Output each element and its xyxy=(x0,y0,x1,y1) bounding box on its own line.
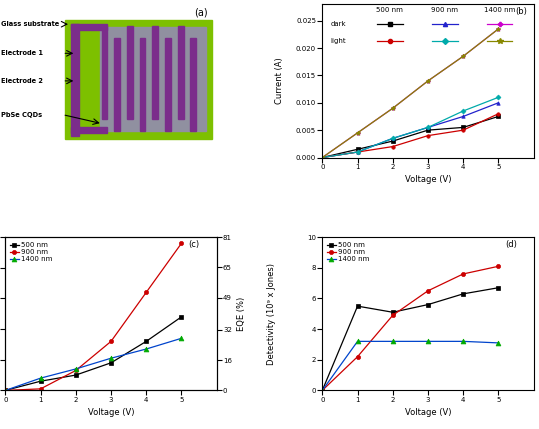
Line: 1400 nm: 1400 nm xyxy=(3,336,184,393)
1400 nm xyxy=(37,375,44,381)
Bar xyxy=(65,20,212,139)
500 nm xyxy=(108,360,114,366)
500 nm xyxy=(2,388,9,393)
Text: (b): (b) xyxy=(515,7,527,16)
500 nm xyxy=(390,310,396,315)
1400 nm xyxy=(319,388,326,393)
Y-axis label: EQE (%): EQE (%) xyxy=(238,297,246,331)
Line: 900 nm: 900 nm xyxy=(3,241,184,393)
500 nm xyxy=(425,302,431,307)
1400 nm xyxy=(178,336,185,341)
900 nm xyxy=(460,272,466,277)
Text: Glass substrate: Glass substrate xyxy=(1,21,59,27)
500 nm xyxy=(37,379,44,384)
Text: 1400 nm: 1400 nm xyxy=(484,7,515,13)
500 nm xyxy=(178,314,185,320)
Y-axis label: Detectivity (10⁹ x Jones): Detectivity (10⁹ x Jones) xyxy=(267,263,276,365)
X-axis label: Voltage (V): Voltage (V) xyxy=(405,175,451,184)
Text: (c): (c) xyxy=(189,240,200,249)
Line: 500 nm: 500 nm xyxy=(3,315,184,393)
1400 nm xyxy=(460,339,466,344)
500 nm xyxy=(460,291,466,296)
Text: light: light xyxy=(331,38,347,44)
900 nm xyxy=(495,264,502,269)
900 nm xyxy=(390,313,396,318)
900 nm xyxy=(37,386,44,391)
1400 nm xyxy=(390,339,396,344)
Line: 500 nm: 500 nm xyxy=(320,286,501,393)
1400 nm xyxy=(2,388,9,393)
X-axis label: Voltage (V): Voltage (V) xyxy=(88,408,134,417)
Legend: 500 nm, 900 nm, 1400 nm: 500 nm, 900 nm, 1400 nm xyxy=(326,241,370,263)
Y-axis label: Current (A): Current (A) xyxy=(275,57,284,104)
Line: 900 nm: 900 nm xyxy=(320,264,501,393)
900 nm xyxy=(425,288,431,293)
Text: 500 nm: 500 nm xyxy=(377,7,403,13)
Text: Electrode 2: Electrode 2 xyxy=(1,78,43,84)
Line: 1400 nm: 1400 nm xyxy=(320,339,501,393)
1400 nm xyxy=(108,356,114,361)
X-axis label: Voltage (V): Voltage (V) xyxy=(405,408,451,417)
500 nm xyxy=(495,285,502,290)
Bar xyxy=(165,38,171,131)
Bar xyxy=(190,38,196,131)
Text: (d): (d) xyxy=(505,240,517,249)
500 nm xyxy=(319,388,326,393)
500 nm xyxy=(143,339,149,344)
900 nm xyxy=(73,368,79,373)
Bar xyxy=(140,38,146,131)
900 nm xyxy=(319,388,326,393)
Bar xyxy=(114,38,120,131)
900 nm xyxy=(108,339,114,344)
900 nm xyxy=(2,388,9,393)
Text: PbSe CQDs: PbSe CQDs xyxy=(1,112,42,118)
1400 nm xyxy=(425,339,431,344)
Text: (a): (a) xyxy=(195,7,208,17)
Text: 900 nm: 900 nm xyxy=(431,7,458,13)
Bar xyxy=(71,24,79,136)
1400 nm xyxy=(73,366,79,372)
Bar xyxy=(101,26,107,119)
900 nm xyxy=(178,241,185,246)
1400 nm xyxy=(495,340,502,345)
Bar xyxy=(152,26,158,119)
900 nm xyxy=(354,354,361,359)
Bar xyxy=(71,24,107,30)
900 nm xyxy=(143,290,149,295)
Bar xyxy=(71,127,107,133)
Legend: 500 nm, 900 nm, 1400 nm: 500 nm, 900 nm, 1400 nm xyxy=(9,241,53,263)
Text: Electrode 1: Electrode 1 xyxy=(1,50,43,56)
Bar xyxy=(177,26,183,119)
Bar xyxy=(100,27,206,131)
1400 nm xyxy=(143,347,149,352)
Bar xyxy=(127,26,133,119)
500 nm xyxy=(73,372,79,378)
1400 nm xyxy=(354,339,361,344)
Text: dark: dark xyxy=(331,21,347,27)
500 nm xyxy=(354,304,361,309)
